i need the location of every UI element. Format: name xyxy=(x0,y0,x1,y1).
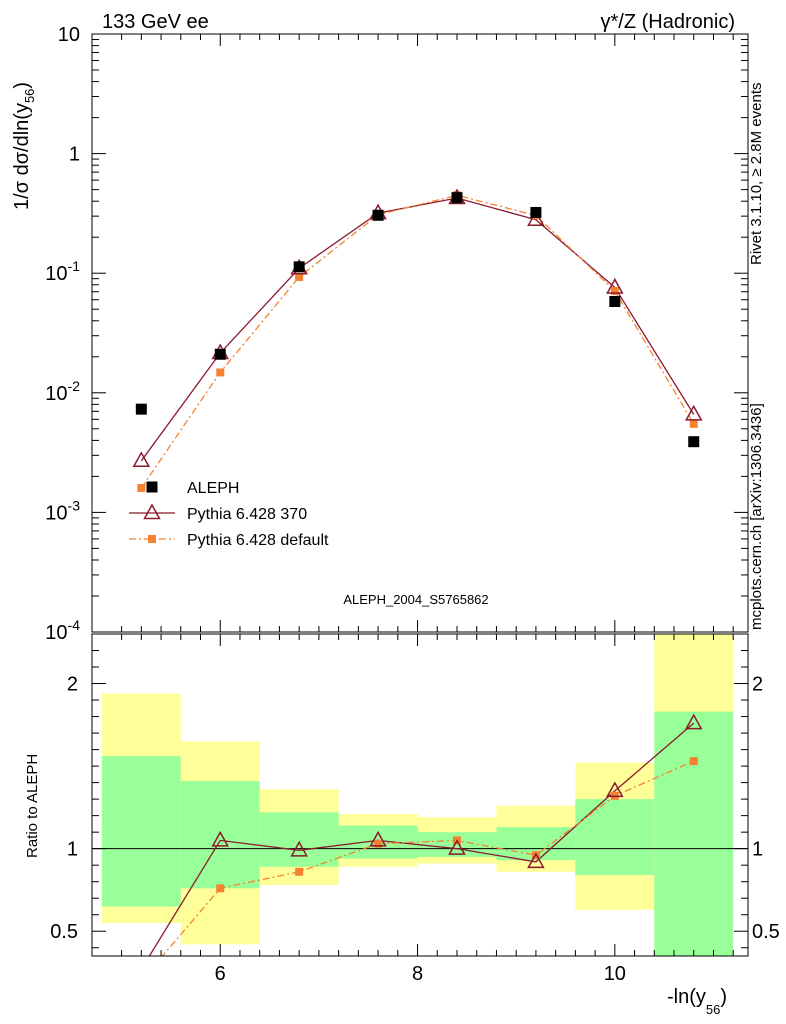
main-y-axis-label: 1/σ dσ/dln(y56) xyxy=(11,82,37,210)
uncertainty-band-green-7 xyxy=(654,711,734,956)
axis-tick-labels: 10 1 10-1 10-2 10-3 10-4 0.5 0.5 1 1 2 2 6 8 10 xyxy=(45,24,780,985)
ratio-point-s0-5 xyxy=(527,852,545,869)
legend-marker-1 xyxy=(143,503,161,520)
mcplots-label: mcplots.cern.ch [arXiv:1306.3436] xyxy=(748,403,765,630)
x-tick-label-2: 10 xyxy=(604,963,626,985)
header-left-label: 133 GeV ee xyxy=(102,11,209,33)
analysis-id-label: ALEPH_2004_S5765862 xyxy=(343,592,488,607)
legend: ALEPH Pythia 6.428 370 Pythia 6.428 defaul… xyxy=(129,480,329,549)
ratio-plot-series xyxy=(134,713,703,985)
ratio-point-s0-4 xyxy=(448,839,466,855)
legend-label-0: ALEPH xyxy=(187,480,239,497)
ratio-y-tick-label-right-1: 1 xyxy=(752,839,763,861)
ratio-point-s0-6 xyxy=(606,781,624,798)
main-point-s1-6 xyxy=(606,277,624,294)
ratio-plot-frame xyxy=(91,633,749,957)
x-axis-label-main: -ln(y xyxy=(667,986,706,1008)
uncertainty-band-green-1 xyxy=(180,780,260,889)
main-point-s2-2 xyxy=(295,272,304,281)
ratio-series-line-0 xyxy=(148,722,695,956)
main-y-axis-label-sub: 56 xyxy=(22,89,37,103)
main-point-s1-0 xyxy=(132,451,151,468)
uncertainty-band-green-6 xyxy=(575,799,655,876)
ratio-point-s0-7 xyxy=(684,713,703,730)
main-plot-series xyxy=(132,188,703,492)
main-y-tick-label-0: 10 xyxy=(58,24,80,46)
ratio-y-tick-label-right-0: 0.5 xyxy=(752,921,780,943)
main-point-s0-5 xyxy=(530,206,542,218)
legend-marker-0 xyxy=(146,481,158,493)
main-y-axis-label-close: ) xyxy=(11,82,33,89)
main-y-axis-label-main: 1/σ dσ/dln(y xyxy=(11,103,33,210)
uncertainty-band-green-0 xyxy=(101,756,181,907)
main-series-line-1 xyxy=(140,197,695,462)
main-point-s0-4 xyxy=(451,192,463,204)
ratio-point-s1-1 xyxy=(216,884,225,893)
main-point-s0-2 xyxy=(293,261,305,273)
ratio-y-tick-label-left-2: 2 xyxy=(67,674,78,696)
main-point-s0-1 xyxy=(214,348,226,360)
ratio-point-s0-0 xyxy=(134,961,149,975)
main-point-s2-0 xyxy=(137,483,146,492)
x-axis-label-close: ) xyxy=(720,986,727,1008)
uncertainty-band-green-2 xyxy=(259,812,339,867)
header-right-label: γ*/Z (Hadronic) xyxy=(601,11,735,33)
ratio-y-axis-label: Ratio to ALEPH xyxy=(24,754,41,858)
rivet-version-label: Rivet 3.1.10, ≥ 2.8M events xyxy=(748,83,765,266)
ratio-point-s1-7 xyxy=(689,757,698,766)
main-y-tick-label-2: 10-1 xyxy=(45,258,80,285)
ratio-point-s1-2 xyxy=(295,867,304,876)
legend-label-1: Pythia 6.428 370 xyxy=(187,506,307,523)
x-tick-label-0: 6 xyxy=(215,963,226,985)
ratio-y-tick-label-left-0: 0.5 xyxy=(50,921,78,943)
x-axis-label: -ln(y56) xyxy=(667,986,727,1017)
ratio-y-tick-label-right-2: 2 xyxy=(752,674,763,696)
main-point-s1-7 xyxy=(684,404,703,421)
x-tick-label-1: 8 xyxy=(412,963,423,985)
main-point-s0-0 xyxy=(135,403,147,415)
main-y-tick-label-4: 10-3 xyxy=(45,497,80,524)
ratio-point-s0-2 xyxy=(290,840,308,857)
main-point-s2-6 xyxy=(610,286,619,295)
svg-text:1/σ dσ/dln(y56): 1/σ dσ/dln(y56) xyxy=(11,82,37,210)
ratio-series-line-1 xyxy=(161,760,695,956)
main-point-s1-5 xyxy=(527,210,545,226)
ratio-point-s1-0 xyxy=(137,977,145,985)
legend-label-2: Pythia 6.428 default xyxy=(187,532,329,549)
ratio-point-s0-1 xyxy=(211,830,230,847)
ratio-point-s0-3 xyxy=(369,830,387,847)
main-y-tick-label-5: 10-4 xyxy=(45,617,80,644)
ratio-uncertainty-bands xyxy=(101,634,734,956)
main-point-s0-7 xyxy=(688,436,700,448)
main-point-s2-1 xyxy=(216,368,225,377)
main-series-line-2 xyxy=(140,194,695,489)
main-y-tick-label-3: 10-2 xyxy=(45,378,80,405)
main-point-s0-6 xyxy=(609,295,621,307)
ratio-point-s1-3 xyxy=(374,839,383,848)
main-plot-frame xyxy=(91,33,749,633)
x-axis-label-sub: 56 xyxy=(706,1002,720,1017)
ratio-y-tick-label-left-1: 1 xyxy=(67,839,78,861)
main-point-s0-3 xyxy=(372,209,384,221)
main-y-tick-label-1: 1 xyxy=(69,144,80,166)
plot-frames-and-ticks xyxy=(91,33,749,957)
main-point-s2-7 xyxy=(689,419,698,428)
legend-marker-2 xyxy=(148,535,156,543)
